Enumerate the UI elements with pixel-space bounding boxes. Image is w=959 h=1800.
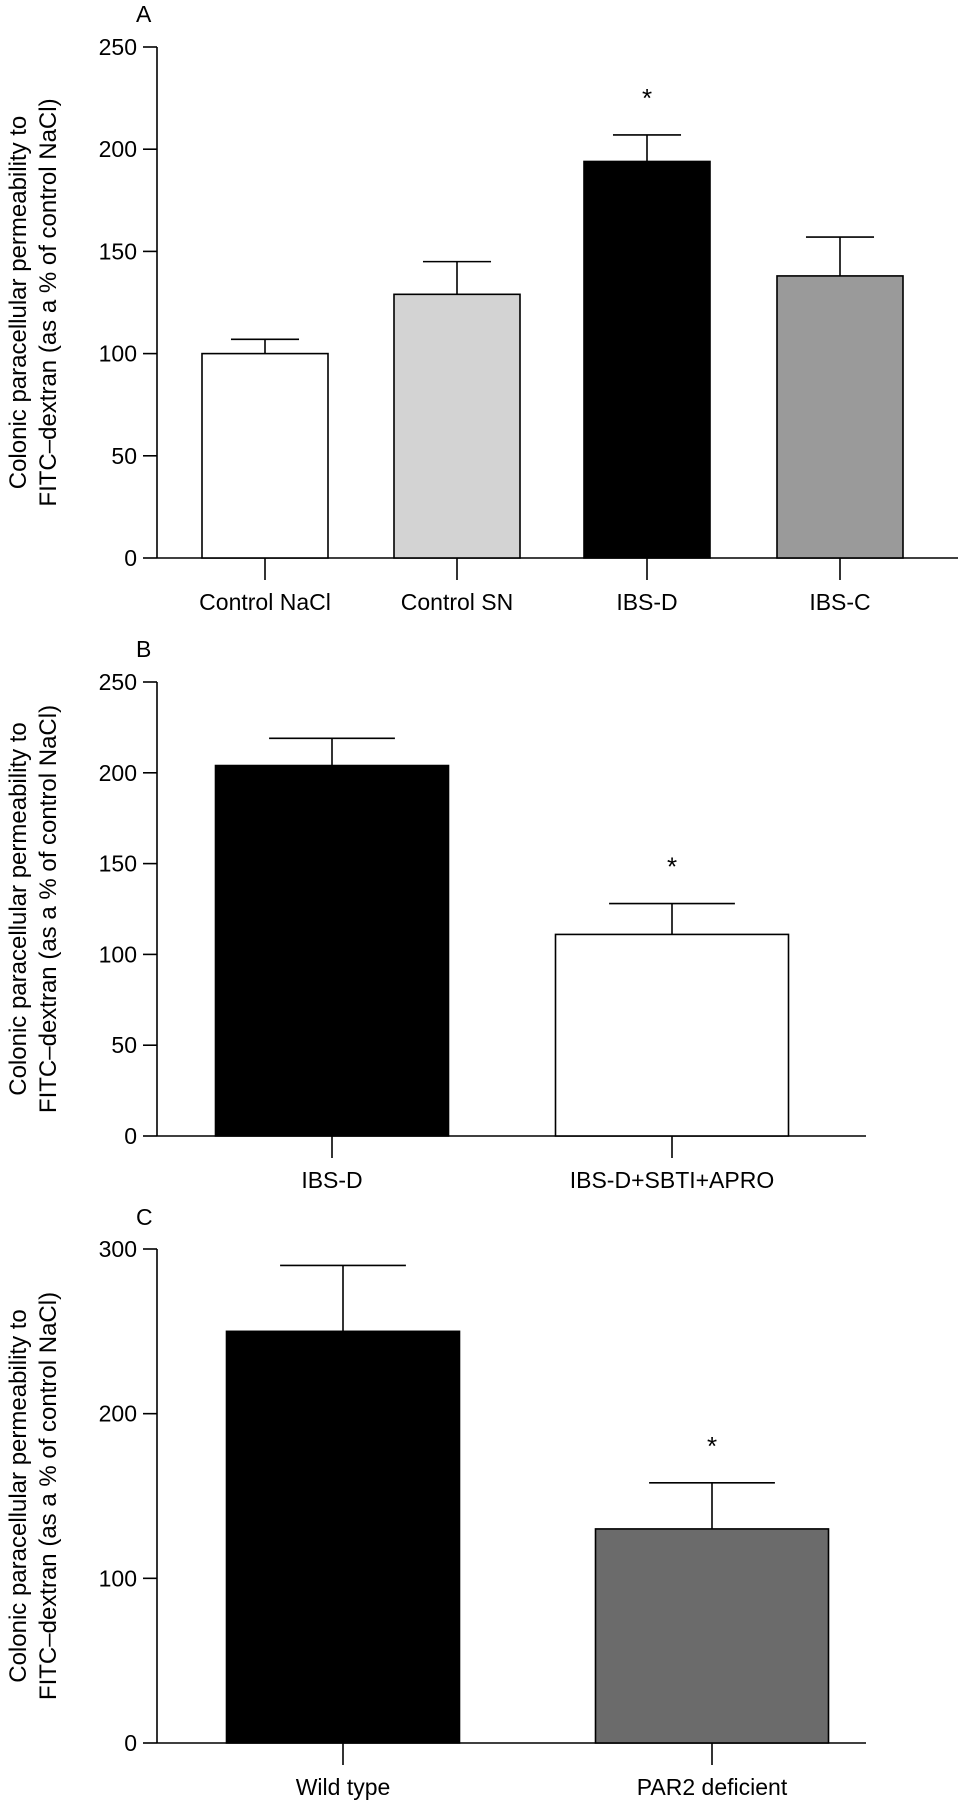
x-tick-label: PAR2 deficient — [637, 1774, 788, 1800]
panel-a: A Colonic paracellular permeability to FIT… — [5, 1, 958, 615]
y-tick-label: 0 — [124, 545, 137, 571]
panel-c: C Colonic paracellular permeability to FIT… — [5, 1204, 866, 1800]
y-axis-label: FITC–dextran (as a % of control NaCl) — [35, 705, 62, 1113]
y-tick-label: 250 — [99, 669, 137, 695]
significance-marker: * — [642, 83, 652, 113]
panel-label: C — [136, 1204, 153, 1230]
y-tick-label: 200 — [99, 1401, 137, 1427]
bar — [554, 933, 790, 1137]
significance-marker: * — [667, 852, 677, 882]
y-tick-label: 300 — [99, 1236, 137, 1262]
y-tick-label: 250 — [99, 34, 137, 60]
y-axis-label: Colonic paracellular permeability to — [5, 1309, 32, 1683]
y-tick-label: 200 — [99, 136, 137, 162]
y-tick-label: 100 — [99, 1565, 137, 1591]
bar — [225, 1330, 461, 1744]
y-tick-label: 0 — [124, 1730, 137, 1756]
x-tick-label: Control NaCl — [199, 589, 331, 615]
x-tick-label: IBS-D — [616, 589, 677, 615]
bar — [201, 352, 329, 559]
y-axis-label: Colonic paracellular permeability to — [5, 116, 32, 490]
panel-label: A — [136, 1, 152, 27]
y-tick-label: 150 — [99, 851, 137, 877]
bar — [776, 275, 904, 559]
y-tick-label: 50 — [111, 1032, 137, 1058]
bar — [594, 1528, 830, 1744]
x-tick-label: IBS-D+SBTI+APRO — [570, 1167, 775, 1193]
y-tick-label: 100 — [99, 941, 137, 967]
y-axis-label: FITC–dextran (as a % of control NaCl) — [35, 98, 62, 506]
y-tick-label: 50 — [111, 443, 137, 469]
bar — [214, 764, 450, 1137]
x-tick-label: Control SN — [401, 589, 513, 615]
y-tick-label: 200 — [99, 760, 137, 786]
x-tick-label: IBS-D — [301, 1167, 362, 1193]
y-axis-label: Colonic paracellular permeability to — [5, 722, 32, 1096]
y-tick-label: 0 — [124, 1123, 137, 1149]
bar — [583, 160, 711, 559]
panel-b: B Colonic paracellular permeability to FIT… — [5, 636, 866, 1193]
panel-label: B — [136, 636, 151, 662]
bar — [393, 293, 521, 559]
y-axis-label: FITC–dextran (as a % of control NaCl) — [35, 1292, 62, 1700]
significance-marker: * — [707, 1431, 717, 1461]
x-tick-label: Wild type — [296, 1774, 391, 1800]
y-tick-label: 100 — [99, 341, 137, 367]
x-tick-label: IBS-C — [809, 589, 870, 615]
y-tick-label: 150 — [99, 238, 137, 264]
